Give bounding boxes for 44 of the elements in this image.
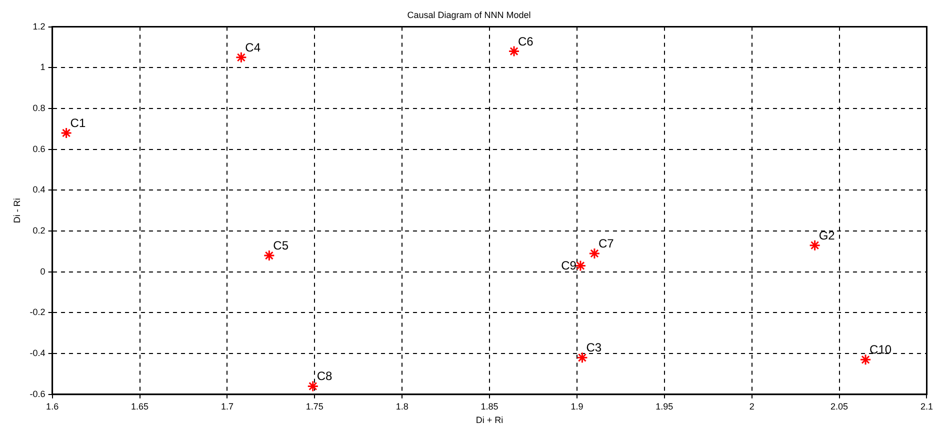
point (60, 127, 72, 139)
y-tick-label: 0 (40, 266, 46, 276)
point (588, 248, 600, 260)
y-tick-label: 0.4 (32, 184, 46, 195)
x-tick-label: 1.9 (570, 401, 584, 412)
point (307, 380, 319, 392)
annotation: C1 (70, 116, 86, 130)
x-tick-label: 2.05 (830, 401, 848, 412)
point (860, 354, 872, 366)
y-tick-label: 0.8 (32, 102, 46, 113)
x-tick-label: 1.7 (220, 401, 234, 412)
x-tick-label: 2 (749, 401, 754, 412)
annotation: C4 (245, 40, 261, 54)
y-axis-title: Di - Ri (12, 198, 22, 224)
point (809, 240, 821, 252)
x-tick-label: 1.75 (306, 401, 324, 412)
x-tick-label: 1.65 (130, 401, 149, 412)
x-tick-label: 2.1 (920, 401, 933, 412)
point (235, 52, 247, 64)
annotation: G2 (818, 228, 836, 242)
y-tick-label: -0.2 (30, 307, 46, 318)
chart-title: Causal Diagram of NNN Model (407, 10, 531, 20)
x-axis-title: Di + Ri (476, 415, 504, 426)
point (574, 260, 586, 272)
x-tick-label: 1.8 (396, 401, 408, 412)
annotation: C3 (586, 340, 602, 355)
point (576, 352, 588, 364)
y-tick-label: -0.6 (30, 388, 46, 399)
y-tick-label: 1.2 (32, 21, 46, 32)
x-tick-label: 1.95 (656, 401, 674, 412)
annotation: C9 (561, 258, 577, 273)
x-tick-label: 1.85 (480, 401, 498, 412)
y-tick-label: 0.2 (32, 226, 46, 236)
annotation: C5 (273, 238, 289, 253)
annotation: C10 (870, 342, 892, 357)
annotation: C7 (598, 236, 614, 250)
y-tick-label: -0.4 (30, 348, 46, 358)
annotation: C6 (518, 34, 534, 48)
annotation: C8 (316, 369, 333, 384)
y-tick-label: 1 (40, 62, 46, 72)
point (508, 46, 520, 58)
x-tick-label: 1.6 (46, 401, 59, 412)
y-tick-label: 0.6 (32, 144, 46, 154)
point (263, 250, 275, 262)
